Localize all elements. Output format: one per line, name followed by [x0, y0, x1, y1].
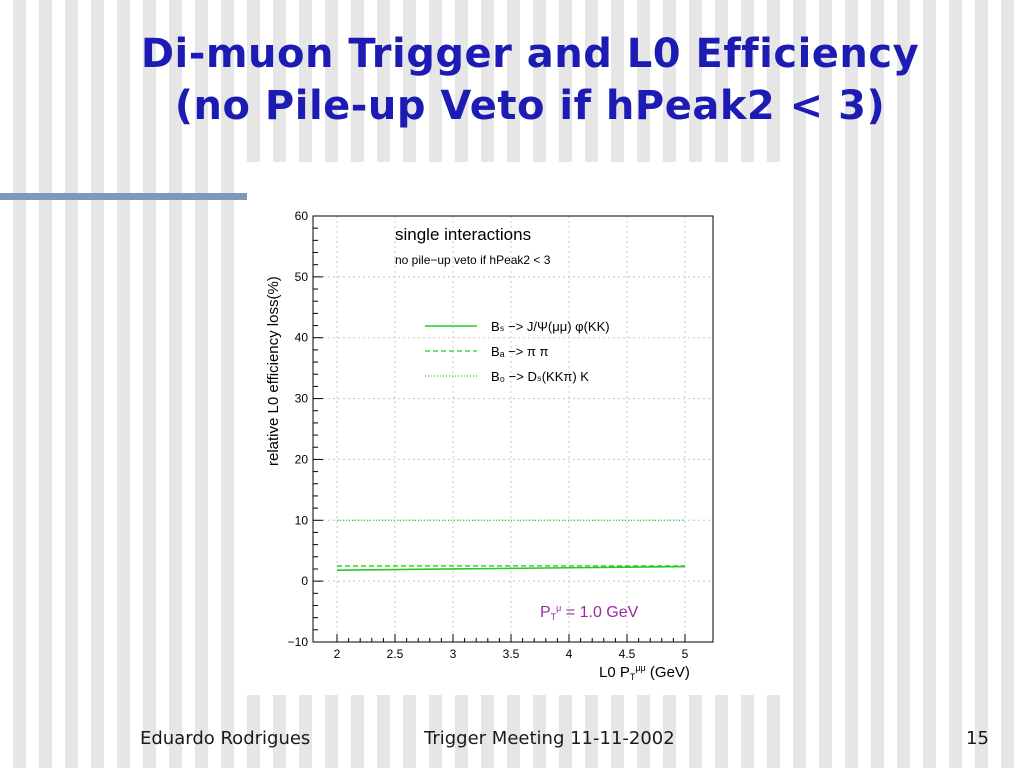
chart-title: single interactions	[395, 225, 531, 244]
grid-lines	[313, 215, 713, 643]
efficiency-chart: 2 2.5 3 3.5 4 4.5 5 −10 0 10 20 30 40 50 60 single int…	[265, 209, 714, 682]
y-tick-label: 40	[295, 331, 309, 345]
x-tick-label: 2	[334, 647, 341, 661]
data-series	[336, 519, 686, 571]
x-tick-label: 2.5	[387, 647, 404, 661]
x-axis-label: L0 PTμμ (GeV)	[599, 663, 690, 682]
x-tick-label: 5	[682, 647, 689, 661]
y-axis-label: relative L0 efficiency loss(%)	[265, 276, 282, 466]
series-line-1	[336, 565, 686, 571]
x-tick-label: 4	[566, 647, 573, 661]
footer-author: Eduardo Rodrigues	[140, 728, 311, 749]
slide-title-line-2: (no Pile-up Veto if hPeak2 < 3)	[174, 83, 886, 129]
legend-label-3: B₀ −> Dₛ(KKπ) K	[491, 369, 589, 384]
y-tick-label: 20	[295, 452, 309, 466]
chart-panel: 2 2.5 3 3.5 4 4.5 5 −10 0 10 20 30 40 50 60 single int…	[247, 162, 780, 695]
y-tick-label: 50	[295, 270, 309, 284]
x-tick-label: 4.5	[619, 647, 636, 661]
x-tick-label: 3.5	[503, 647, 520, 661]
footer-page-number: 15	[966, 728, 989, 749]
y-tick-label: 10	[295, 513, 309, 527]
y-tick-label: 0	[301, 574, 308, 588]
legend-label-1: Bₛ −> J/Ψ(μμ) φ(KK)	[491, 319, 610, 334]
chart-subtitle: no pile−up veto if hPeak2 < 3	[395, 253, 551, 267]
y-tick-label: 60	[295, 209, 309, 223]
x-tick-label: 3	[450, 647, 457, 661]
slide-title-line-1: Di-muon Trigger and L0 Efficiency	[140, 31, 920, 77]
pt-annotation: PTμ = 1.0 GeV	[540, 603, 639, 622]
footer-meeting: Trigger Meeting 11-11-2002	[424, 728, 675, 749]
y-tick-label: 30	[295, 392, 309, 406]
accent-bar	[0, 193, 250, 200]
y-tick-label: −10	[288, 635, 309, 649]
plot-border	[312, 215, 714, 643]
slide-title: Di-muon Trigger and L0 Efficiency (no Pi…	[0, 28, 1024, 132]
axis-ticks: 2 2.5 3 3.5 4 4.5 5 −10 0 10 20 30 40 50 60	[288, 209, 689, 661]
legend-label-2: Bₐ −> π π	[491, 344, 548, 359]
legend: Bₛ −> J/Ψ(μμ) φ(KK) Bₐ −> π π B₀ −> Dₛ(KKπ…	[425, 319, 610, 384]
